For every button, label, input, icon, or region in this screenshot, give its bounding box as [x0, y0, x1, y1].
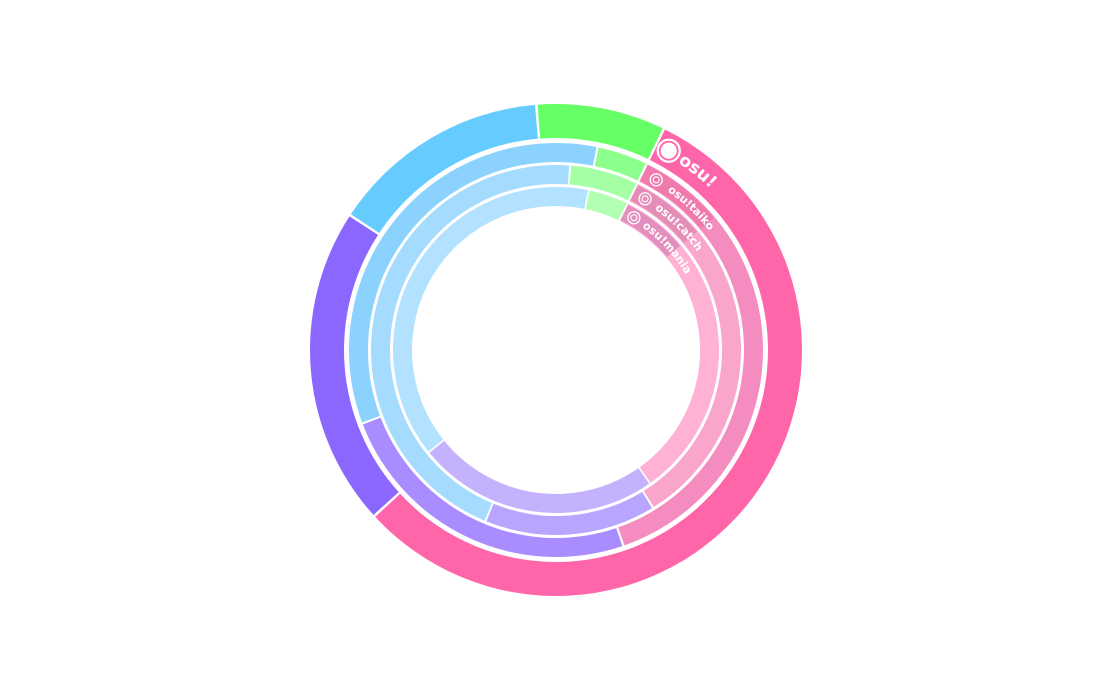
catch-fruit-icon [638, 192, 652, 206]
ring-0-segment-3[interactable] [537, 104, 663, 159]
ring-0-segment-1[interactable] [310, 216, 399, 515]
ring-3-segment-1[interactable] [429, 440, 650, 513]
ring-3-label-band [620, 205, 681, 257]
ring-2-segment-1[interactable] [486, 491, 653, 535]
ring-1-segment-3[interactable] [594, 147, 646, 181]
ring-2-label-band [630, 185, 697, 243]
osu-circle-icon [656, 138, 681, 163]
ring-2-segment-2[interactable] [371, 165, 570, 521]
taiko-drum-icon [649, 173, 663, 187]
ring-2-segment-0[interactable] [629, 184, 741, 508]
segments-layer [310, 104, 803, 597]
ring-0-segment-2[interactable] [350, 104, 538, 233]
mania-keys-icon [627, 211, 641, 225]
ring-3-segment-0[interactable] [619, 203, 719, 483]
ring-3-segment-2[interactable] [393, 187, 588, 452]
ring-1-segment-0[interactable] [618, 164, 764, 546]
ring-1-segment-1[interactable] [362, 417, 623, 557]
ring-0-segment-0[interactable] [375, 129, 803, 597]
ring-3-segment-3[interactable] [585, 190, 627, 221]
ring-2-segment-3[interactable] [569, 165, 637, 201]
ring-1-segment-2[interactable] [349, 142, 597, 423]
